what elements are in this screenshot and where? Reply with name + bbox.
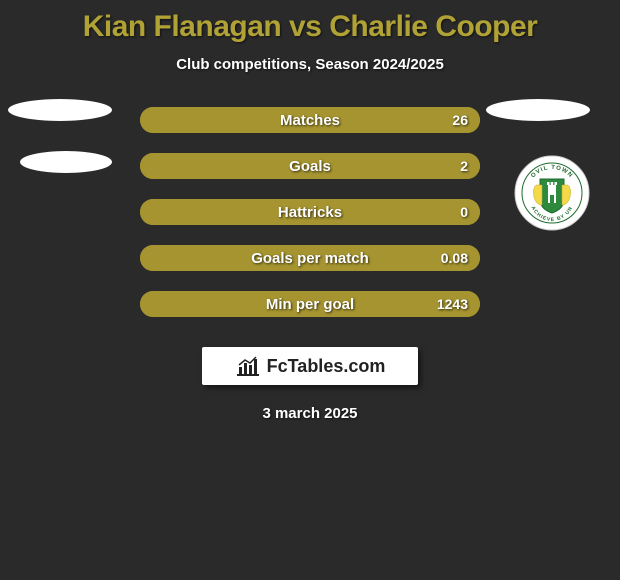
stat-label: Min per goal: [140, 291, 480, 317]
stats-area: OVIL TOWN ACHIEVE BY UN Matches26 Goals: [0, 107, 620, 317]
ellipse-icon: [8, 99, 112, 121]
right-club-badge-placeholder: [486, 99, 590, 121]
brand-logo: FcTables.com: [202, 347, 418, 385]
stat-value-right: 2: [460, 153, 468, 179]
stat-value-right: 0.08: [441, 245, 468, 271]
bar-chart-icon: [235, 355, 261, 377]
stat-label: Hattricks: [140, 199, 480, 225]
stat-rows: Matches26 Goals2 Hattricks0 Goals per match…: [140, 107, 480, 317]
stat-label: Goals: [140, 153, 480, 179]
brand-text: FcTables.com: [267, 356, 386, 377]
stat-row: Goals2: [140, 153, 480, 179]
stat-row: Min per goal1243: [140, 291, 480, 317]
stat-label: Goals per match: [140, 245, 480, 271]
page-title: Kian Flanagan vs Charlie Cooper: [0, 0, 620, 44]
stat-row: Goals per match0.08: [140, 245, 480, 271]
date-label: 3 march 2025: [0, 405, 620, 422]
ellipse-icon: [486, 99, 590, 121]
stat-value-right: 1243: [437, 291, 468, 317]
stat-value-right: 26: [452, 107, 468, 133]
subtitle: Club competitions, Season 2024/2025: [0, 56, 620, 73]
left-club-badge: [8, 99, 112, 173]
stat-row: Matches26: [140, 107, 480, 133]
stat-label: Matches: [140, 107, 480, 133]
comparison-card: Kian Flanagan vs Charlie Cooper Club com…: [0, 0, 620, 580]
ellipse-icon: [20, 151, 112, 173]
stat-row: Hattricks0: [140, 199, 480, 225]
club-crest-icon: OVIL TOWN ACHIEVE BY UN: [514, 155, 590, 231]
stat-value-right: 0: [460, 199, 468, 225]
